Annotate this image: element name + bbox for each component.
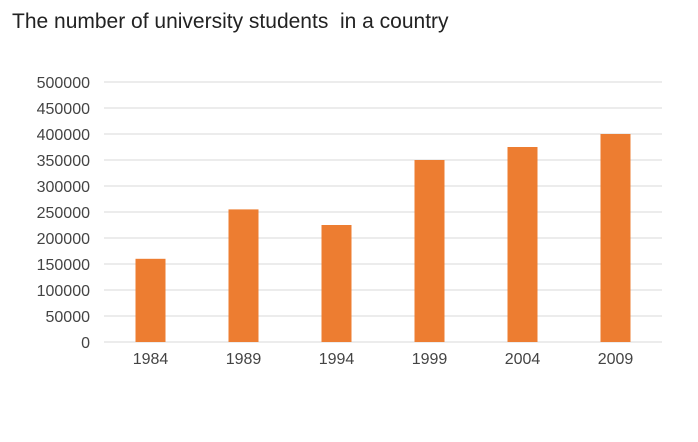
bar-1994 [321,225,352,342]
x-tick-label: 2009 [598,351,634,368]
x-tick-label: 1984 [133,351,169,368]
x-tick-label: 1994 [319,351,355,368]
bar-2004 [507,147,538,342]
y-tick-label: 150000 [37,257,90,274]
gridlines [104,81,662,343]
y-tick-label: 500000 [37,75,90,92]
x-tick-label: 1999 [412,351,448,368]
y-tick-label: 300000 [37,179,90,196]
bar-1984 [135,258,166,342]
y-tick-label: 50000 [46,309,91,326]
bars [135,134,631,342]
y-tick-label: 350000 [37,153,90,170]
y-tick-label: 400000 [37,127,90,144]
bar-2009 [600,134,631,342]
y-tick-label: 450000 [37,101,90,118]
chart-title: The number of university students in a c… [12,10,449,33]
bar-1989 [228,209,259,342]
y-axis-tick-labels: 0 50000 100000 150000 200000 250000 300000 3500… [37,75,90,352]
x-tick-label: 2004 [505,351,541,368]
bar-1999 [414,160,445,342]
y-tick-label: 100000 [37,283,90,300]
y-tick-label: 250000 [37,205,90,222]
y-tick-label: 0 [81,335,90,352]
y-tick-label: 200000 [37,231,90,248]
x-tick-label: 1989 [226,351,262,368]
x-axis-tick-labels: 1984 1989 1994 1999 2004 2009 [133,351,634,368]
